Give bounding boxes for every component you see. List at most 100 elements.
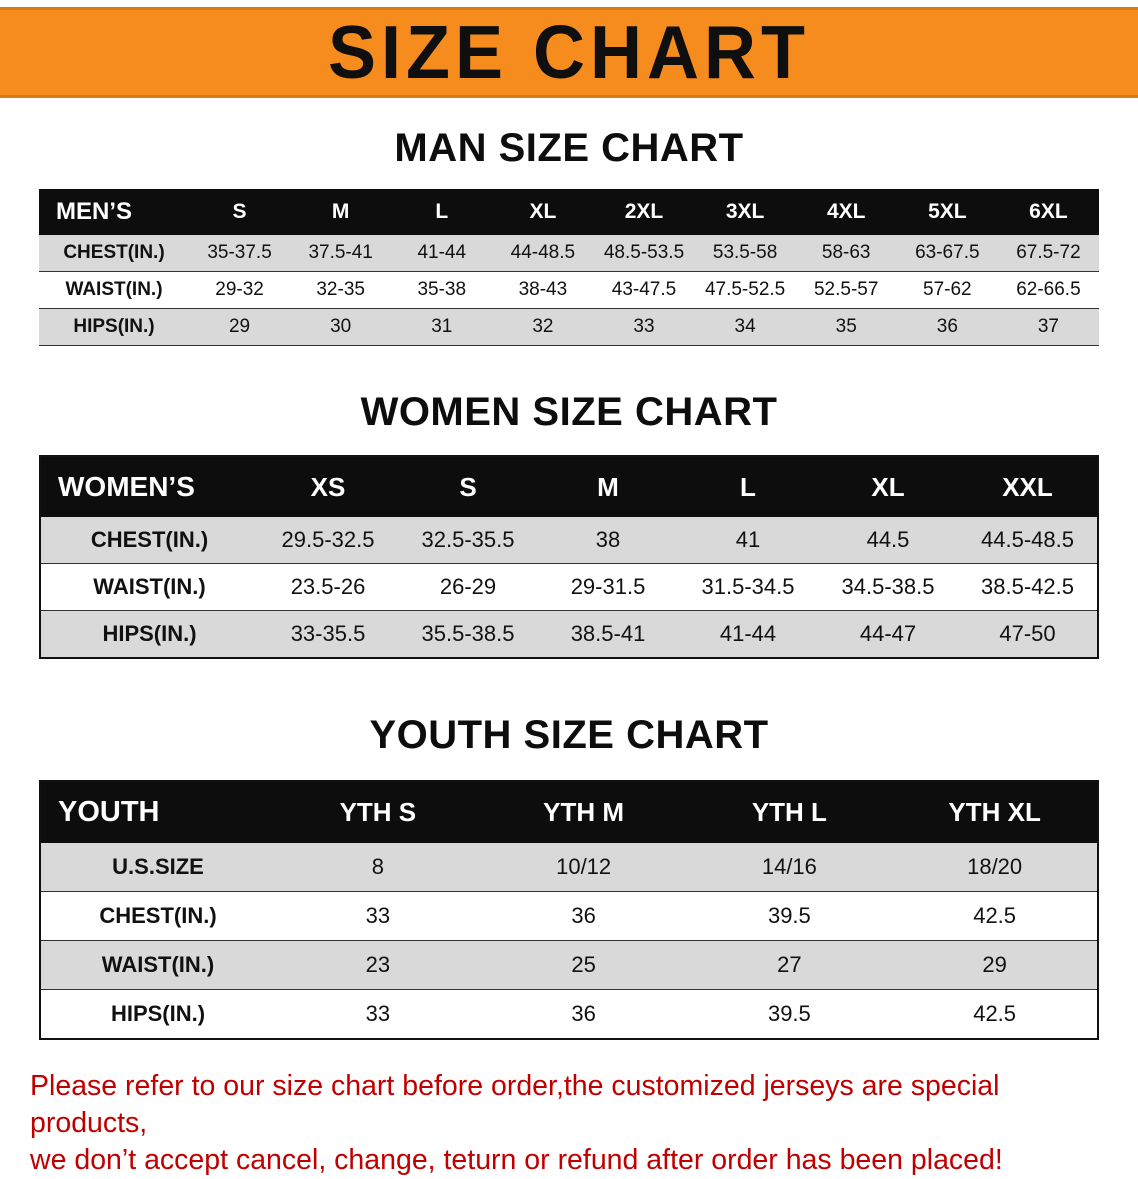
size-value-cell: 30	[330, 316, 352, 337]
size-value-cell: 47.5-52.5	[704, 279, 786, 300]
size-value-cell: 36	[571, 903, 596, 928]
size-value-cell: 41-44	[417, 242, 467, 263]
size-value-cell: 44-47	[859, 621, 917, 646]
size-value-cell: 35	[835, 316, 857, 337]
size-value-cell: 34.5-38.5	[841, 574, 935, 599]
size-value-cell: 35-37.5	[207, 242, 272, 263]
size-value-cell: 29.5-32.5	[281, 527, 375, 552]
size-header-cell: 6XL	[1029, 200, 1068, 223]
youth-section: YOUTH SIZE CHART YOUTH YTH S YTH M YTH L YTH…	[0, 713, 1138, 1040]
measurement-row: CHEST(IN.) 29.5-32.5 32.5-35.5 38 41 44.5 44.5…	[40, 517, 1098, 564]
size-value-cell: 42.5	[973, 903, 1017, 928]
measurement-row: HIPS(IN.) 33-35.5 35.5-38.5 38.5-41 41-44 44-…	[40, 610, 1098, 658]
size-header-cell: YTH L	[751, 797, 827, 827]
measurement-row: U.S.SIZE 8 10/12 14/16 18/20	[40, 843, 1098, 892]
size-value-cell: 33	[365, 1001, 391, 1026]
size-value-cell: 29	[982, 952, 1007, 977]
size-value-cell: 44.5	[866, 527, 910, 552]
measurement-row: CHEST(IN.) 35-37.5 37.5-41 41-44 44-48.5 48.5…	[39, 235, 1099, 272]
size-value-cell: 31.5-34.5	[701, 574, 795, 599]
size-value-cell: 31	[431, 316, 453, 337]
size-value-cell: 26-29	[439, 574, 497, 599]
measurement-row: HIPS(IN.) 29 30 31 32 33 34 35 36 37	[39, 308, 1099, 346]
size-header-cell: XL	[871, 471, 905, 502]
size-header-cell: XXL	[1002, 471, 1053, 502]
row-label-cell: CHEST(IN.)	[90, 527, 209, 552]
size-value-cell: 38.5-42.5	[981, 574, 1074, 599]
size-value-cell: 48.5-53.5	[603, 242, 685, 263]
measurement-row: WAIST(IN.) 29-32 32-35 35-38 38-43 43-47.5 47.…	[39, 272, 1099, 309]
size-value-cell: 23	[365, 952, 391, 977]
size-value-cell: 33	[365, 903, 391, 928]
size-value-cell: 39.5	[767, 1001, 811, 1026]
row-label-cell: HIPS(IN.)	[73, 316, 155, 337]
size-value-cell: 57-62	[923, 279, 972, 300]
header-row: YOUTH YTH S YTH M YTH L YTH XL	[40, 781, 1098, 843]
row-label-cell: WAIST(IN.)	[65, 279, 163, 300]
row-label-cell: CHEST(IN.)	[99, 903, 217, 928]
table-title-cell: YOUTH	[58, 796, 160, 828]
disclaimer-line-1: Please refer to our size chart before or…	[30, 1070, 1000, 1140]
women-section: WOMEN SIZE CHART WOMEN’S XS S M L XL XXL CHEST(…	[0, 390, 1138, 659]
row-label-cell: HIPS(IN.)	[102, 621, 197, 646]
size-value-cell: 38	[595, 527, 621, 552]
size-header-cell: S	[459, 471, 477, 502]
size-value-cell: 36	[571, 1001, 596, 1026]
size-value-cell: 29-32	[215, 279, 264, 300]
size-value-cell: 47-50	[999, 621, 1056, 646]
size-value-cell: 42.5	[973, 1001, 1017, 1026]
women-section-heading: WOMEN SIZE CHART	[360, 390, 778, 434]
size-value-cell: 10/12	[556, 854, 612, 879]
size-value-cell: 58-63	[821, 242, 871, 263]
size-value-cell: 25	[571, 952, 596, 977]
size-chart-page: SIZE CHART MAN SIZE CHART MEN’S S M L XL 2XL 3…	[0, 7, 1138, 1179]
size-value-cell: 18/20	[967, 854, 1023, 879]
size-header-cell: L	[740, 471, 756, 502]
size-value-cell: 63-67.5	[915, 242, 980, 263]
measurement-row: HIPS(IN.) 33 36 39.5 42.5	[40, 990, 1098, 1039]
size-value-cell: 41-44	[719, 621, 777, 646]
disclaimer-line-2: we don’t accept cancel, change, teturn o…	[30, 1144, 1003, 1177]
row-label-cell: U.S.SIZE	[112, 854, 204, 879]
size-value-cell: 27	[777, 952, 802, 977]
size-value-cell: 37.5-41	[308, 242, 373, 263]
size-value-cell: 38.5-41	[570, 621, 646, 646]
size-value-cell: 8	[371, 854, 384, 879]
size-header-cell: M	[331, 200, 350, 223]
size-header-cell: M	[597, 471, 619, 502]
size-value-cell: 41	[735, 527, 761, 552]
size-header-cell: S	[232, 200, 247, 223]
size-header-cell: YTH XL	[948, 797, 1041, 827]
size-value-cell: 34	[734, 316, 756, 337]
table-title-cell: MEN’S	[56, 198, 133, 225]
row-label-cell: WAIST(IN.)	[93, 574, 206, 599]
men-section: MAN SIZE CHART MEN’S S M L XL 2XL 3XL 4XL 5XL 6XL…	[0, 126, 1138, 346]
size-value-cell: 32	[532, 316, 554, 337]
size-value-cell: 33	[633, 316, 655, 337]
size-value-cell: 32-35	[316, 279, 365, 300]
size-value-cell: 14/16	[761, 854, 817, 879]
size-value-cell: 35.5-38.5	[421, 621, 515, 646]
size-header-cell: XL	[529, 200, 557, 223]
banner: SIZE CHART	[0, 7, 1138, 98]
size-value-cell: 29-31.5	[570, 574, 646, 599]
size-value-cell: 44.5-48.5	[981, 527, 1074, 552]
size-header-cell: YTH S	[339, 797, 417, 827]
youth-size-table: YOUTH YTH S YTH M YTH L YTH XL U.S.SIZE 8 10/12…	[39, 780, 1099, 1040]
header-row: MEN’S S M L XL 2XL 3XL 4XL 5XL 6XL	[39, 189, 1099, 235]
size-value-cell: 62-66.5	[1016, 279, 1081, 300]
youth-section-heading: YOUTH SIZE CHART	[369, 713, 769, 757]
table-title-cell: WOMEN’S	[58, 471, 195, 502]
size-value-cell: 52.5-57	[813, 279, 879, 300]
size-value-cell: 43-47.5	[611, 279, 677, 300]
size-value-cell: 53.5-58	[712, 242, 778, 263]
size-header-cell: 4XL	[826, 200, 866, 223]
men-size-table: MEN’S S M L XL 2XL 3XL 4XL 5XL 6XL CHEST(IN.) 35-37…	[39, 189, 1099, 346]
measurement-row: WAIST(IN.) 23 25 27 29	[40, 940, 1098, 990]
size-value-cell: 39.5	[767, 903, 811, 928]
size-value-cell: 32.5-35.5	[421, 527, 515, 552]
men-section-heading: MAN SIZE CHART	[394, 126, 744, 170]
size-header-cell: L	[435, 200, 449, 223]
page-title: SIZE CHART	[328, 10, 810, 95]
women-size-table: WOMEN’S XS S M L XL XXL CHEST(IN.) 29.5-32.5 32.5…	[39, 455, 1099, 659]
